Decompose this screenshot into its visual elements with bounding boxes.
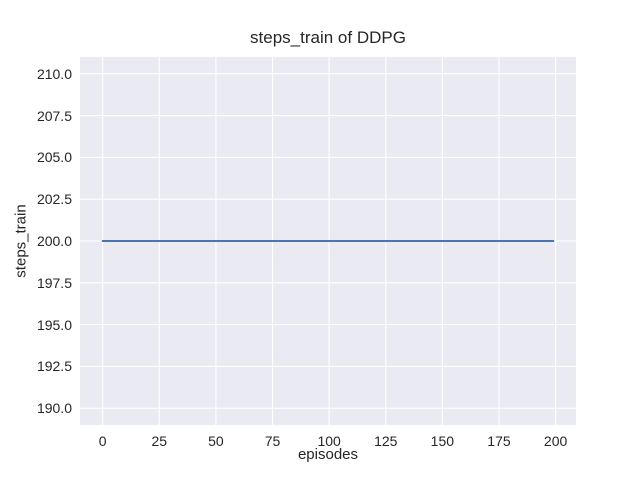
x-tick-label: 25 — [151, 433, 168, 449]
y-tick-label: 207.5 — [36, 107, 72, 124]
y-tick-label: 205.0 — [36, 149, 72, 166]
y-tick-label: 192.5 — [36, 358, 72, 375]
x-tick-label: 200 — [543, 433, 568, 449]
x-tick-label: 0 — [98, 433, 107, 449]
x-tick-label: 50 — [208, 433, 224, 449]
y-tick-label: 200.0 — [36, 233, 72, 249]
y-tick-label: 197.5 — [36, 274, 72, 291]
x-tick-label: 100 — [317, 433, 341, 449]
x-tick-label: 75 — [264, 433, 281, 449]
y-tick-label: 190.0 — [36, 400, 72, 417]
chart-title: steps_train of DDPG — [250, 28, 406, 47]
x-tick-label: 150 — [430, 433, 455, 449]
plot-area — [80, 57, 576, 425]
x-tick-label: 125 — [374, 433, 398, 449]
y-tick-label: 202.5 — [36, 191, 72, 208]
y-tick-label: 210.0 — [36, 65, 72, 82]
y-tick-label: 195.0 — [36, 316, 72, 333]
x-tick-label: 175 — [487, 433, 511, 449]
x-axis-label: episodes — [297, 446, 359, 463]
